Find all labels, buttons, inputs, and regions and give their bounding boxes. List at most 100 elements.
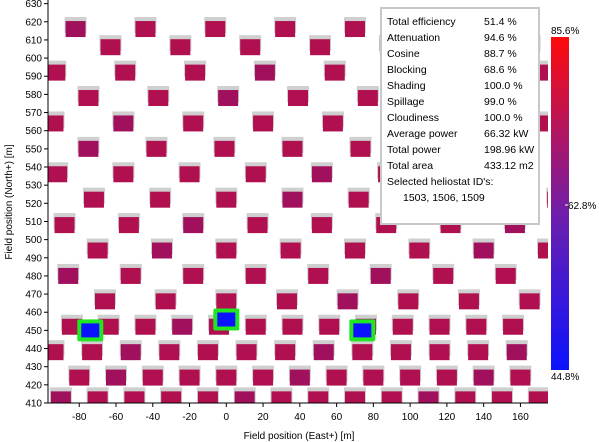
heliostat-cell[interactable] [150, 238, 173, 259]
selected-heliostat[interactable] [349, 319, 376, 342]
heliostat-cell[interactable] [465, 314, 488, 335]
heliostat-cell[interactable] [246, 213, 269, 234]
heliostat-cell[interactable] [43, 111, 65, 132]
heliostat-cell[interactable] [343, 238, 366, 259]
heliostat-cell[interactable] [428, 314, 451, 335]
heliostat-cell[interactable] [454, 387, 477, 407]
heliostat-cell[interactable] [566, 86, 588, 106]
heliostat-cell[interactable] [432, 263, 455, 284]
heliostat-cell[interactable] [275, 289, 298, 310]
heliostat-cell[interactable] [86, 238, 109, 259]
heliostat-cell[interactable] [169, 35, 192, 56]
heliostat-cell[interactable] [274, 340, 297, 361]
heliostat-cell[interactable] [457, 289, 480, 310]
heliostat-cell[interactable] [307, 387, 330, 407]
heliostat-cell[interactable] [43, 340, 65, 361]
heliostat-cell[interactable] [391, 314, 414, 335]
heliostat-cell[interactable] [336, 289, 359, 310]
heliostat-cell[interactable] [362, 365, 385, 386]
heliostat-cell[interactable] [149, 187, 172, 208]
heliostat-cell[interactable] [467, 340, 490, 361]
heliostat-cell[interactable] [321, 111, 344, 132]
heliostat-cell[interactable] [325, 365, 348, 386]
heliostat-cell[interactable] [178, 162, 201, 183]
heliostat-cell[interactable] [119, 340, 142, 361]
heliostat-cell[interactable] [184, 60, 207, 81]
heliostat-cell[interactable] [182, 213, 205, 234]
heliostat-cell[interactable] [312, 340, 335, 361]
heliostat-cell[interactable] [182, 111, 205, 132]
heliostat-cell[interactable] [417, 387, 440, 407]
heliostat-cell[interactable] [44, 60, 67, 81]
heliostat-cell[interactable] [134, 314, 157, 335]
heliostat-cell[interactable] [46, 162, 69, 183]
heliostat-cell[interactable] [472, 238, 495, 259]
heliostat-cell[interactable] [53, 213, 76, 234]
heliostat-cell[interactable] [491, 387, 514, 407]
heliostat-cell[interactable] [244, 162, 267, 183]
heliostat-cell[interactable] [546, 187, 568, 208]
selected-heliostat[interactable] [213, 308, 240, 331]
heliostat-cell[interactable] [233, 387, 256, 407]
heliostat-cell[interactable] [399, 365, 422, 386]
heliostat-cell[interactable] [343, 387, 366, 407]
heliostat-cell[interactable] [182, 263, 205, 284]
heliostat-cell[interactable] [244, 263, 267, 284]
heliostat-cell[interactable] [57, 263, 80, 284]
heliostat-cell[interactable] [527, 387, 550, 407]
heliostat-cell[interactable] [147, 86, 170, 107]
heliostat-cell[interactable] [77, 136, 100, 157]
heliostat-cell[interactable] [343, 17, 366, 38]
heliostat-cell[interactable] [279, 238, 302, 259]
heliostat-cell[interactable] [568, 213, 590, 233]
heliostat-cell[interactable] [397, 289, 420, 310]
heliostat-cell[interactable] [505, 340, 528, 361]
heliostat-cell[interactable] [252, 111, 275, 132]
heliostat-cell[interactable] [270, 387, 293, 407]
heliostat-cell[interactable] [537, 238, 559, 259]
heliostat-cell[interactable] [356, 86, 379, 107]
heliostat-cell[interactable] [494, 263, 517, 284]
heliostat-cell[interactable] [502, 314, 525, 335]
heliostat-cell[interactable] [160, 387, 183, 407]
heliostat-cell[interactable] [215, 187, 238, 208]
heliostat-cell[interactable] [105, 365, 128, 386]
heliostat-cell[interactable] [196, 387, 219, 407]
heliostat-cell[interactable] [239, 35, 262, 56]
heliostat-cell[interactable] [281, 314, 304, 335]
heliostat-cell[interactable] [307, 263, 330, 284]
heliostat-cell[interactable] [93, 289, 116, 310]
heliostat-cell[interactable] [253, 60, 276, 81]
heliostat-cell[interactable] [112, 111, 135, 132]
heliostat-cell[interactable] [347, 187, 370, 208]
heliostat-cell[interactable] [123, 387, 146, 407]
heliostat-cell[interactable] [309, 35, 332, 56]
heliostat-cell[interactable] [287, 86, 309, 107]
heliostat-cell[interactable] [244, 314, 267, 335]
heliostat-cell[interactable] [576, 162, 598, 182]
heliostat-cell[interactable] [86, 387, 109, 407]
heliostat-cell[interactable] [82, 187, 105, 208]
heliostat-cell[interactable] [518, 289, 541, 310]
heliostat-cell[interactable] [215, 289, 238, 310]
heliostat-cell[interactable] [77, 86, 100, 107]
heliostat-cell[interactable] [310, 162, 333, 183]
heliostat-cell[interactable] [252, 365, 275, 386]
heliostat-cell[interactable] [64, 17, 87, 38]
heliostat-cell[interactable] [588, 35, 599, 55]
heliostat-cell[interactable] [204, 17, 227, 38]
heliostat-cell[interactable] [145, 136, 168, 157]
heliostat-cell[interactable] [318, 314, 341, 335]
heliostat-cell[interactable] [380, 387, 403, 407]
heliostat-cell[interactable] [119, 263, 142, 284]
heliostat-cell[interactable] [215, 238, 238, 259]
heliostat-cell[interactable] [49, 387, 72, 407]
heliostat-cell[interactable] [310, 213, 333, 234]
heliostat-cell[interactable] [158, 340, 181, 361]
heliostat-cell[interactable] [349, 136, 372, 157]
heliostat-cell[interactable] [60, 314, 83, 335]
heliostat-cell[interactable] [408, 238, 431, 259]
heliostat-cell[interactable] [141, 365, 164, 386]
heliostat-cell[interactable] [196, 340, 219, 361]
heliostat-cell[interactable] [99, 35, 122, 56]
